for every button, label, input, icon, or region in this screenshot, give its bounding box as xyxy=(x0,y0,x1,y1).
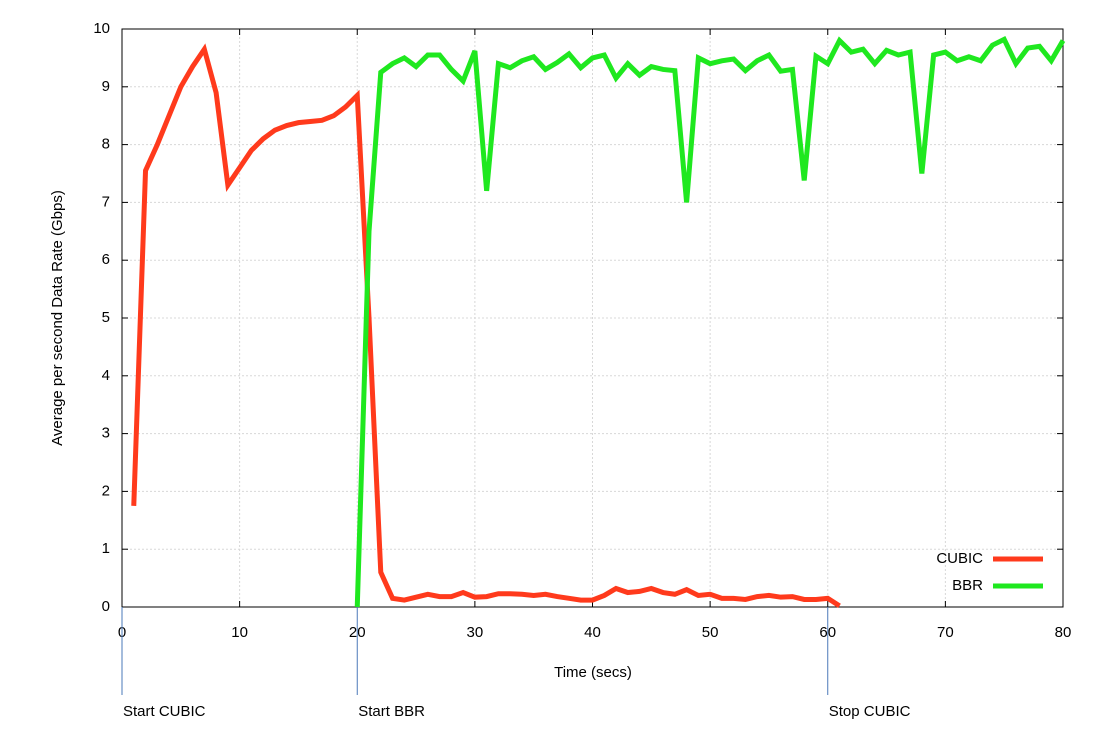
x-tick-label: 40 xyxy=(584,624,601,641)
y-tick-label: 4 xyxy=(102,367,110,384)
y-tick-label: 0 xyxy=(102,598,110,615)
y-tick-label: 8 xyxy=(102,136,110,153)
x-axis-label: Time (secs) xyxy=(554,664,632,681)
x-tick-label: 70 xyxy=(937,624,954,641)
y-tick-label: 1 xyxy=(102,540,110,557)
x-tick-label: 50 xyxy=(702,624,719,641)
x-tick-label: 80 xyxy=(1055,624,1072,641)
x-tick-label: 10 xyxy=(231,624,248,641)
annotation: Start CUBIC xyxy=(123,703,206,720)
y-tick-label: 7 xyxy=(102,193,110,210)
annotation: Stop CUBIC xyxy=(829,703,911,720)
y-tick-label: 3 xyxy=(102,425,110,442)
y-tick-label: 10 xyxy=(93,20,110,37)
legend-label: BBR xyxy=(952,577,983,594)
plot-frame xyxy=(121,28,1064,608)
y-tick-label: 6 xyxy=(102,251,110,268)
data-line xyxy=(131,43,841,608)
y-axis-label: Average per second Data Rate (Gbps) xyxy=(49,190,66,446)
data-line xyxy=(354,36,1066,608)
annotation: Start BBR xyxy=(358,703,425,720)
y-tick-label: 9 xyxy=(102,78,110,95)
x-tick-label: 30 xyxy=(467,624,484,641)
y-tick-label: 2 xyxy=(102,482,110,499)
y-tick-label: 5 xyxy=(102,309,110,326)
legend-label: CUBIC xyxy=(936,550,983,567)
